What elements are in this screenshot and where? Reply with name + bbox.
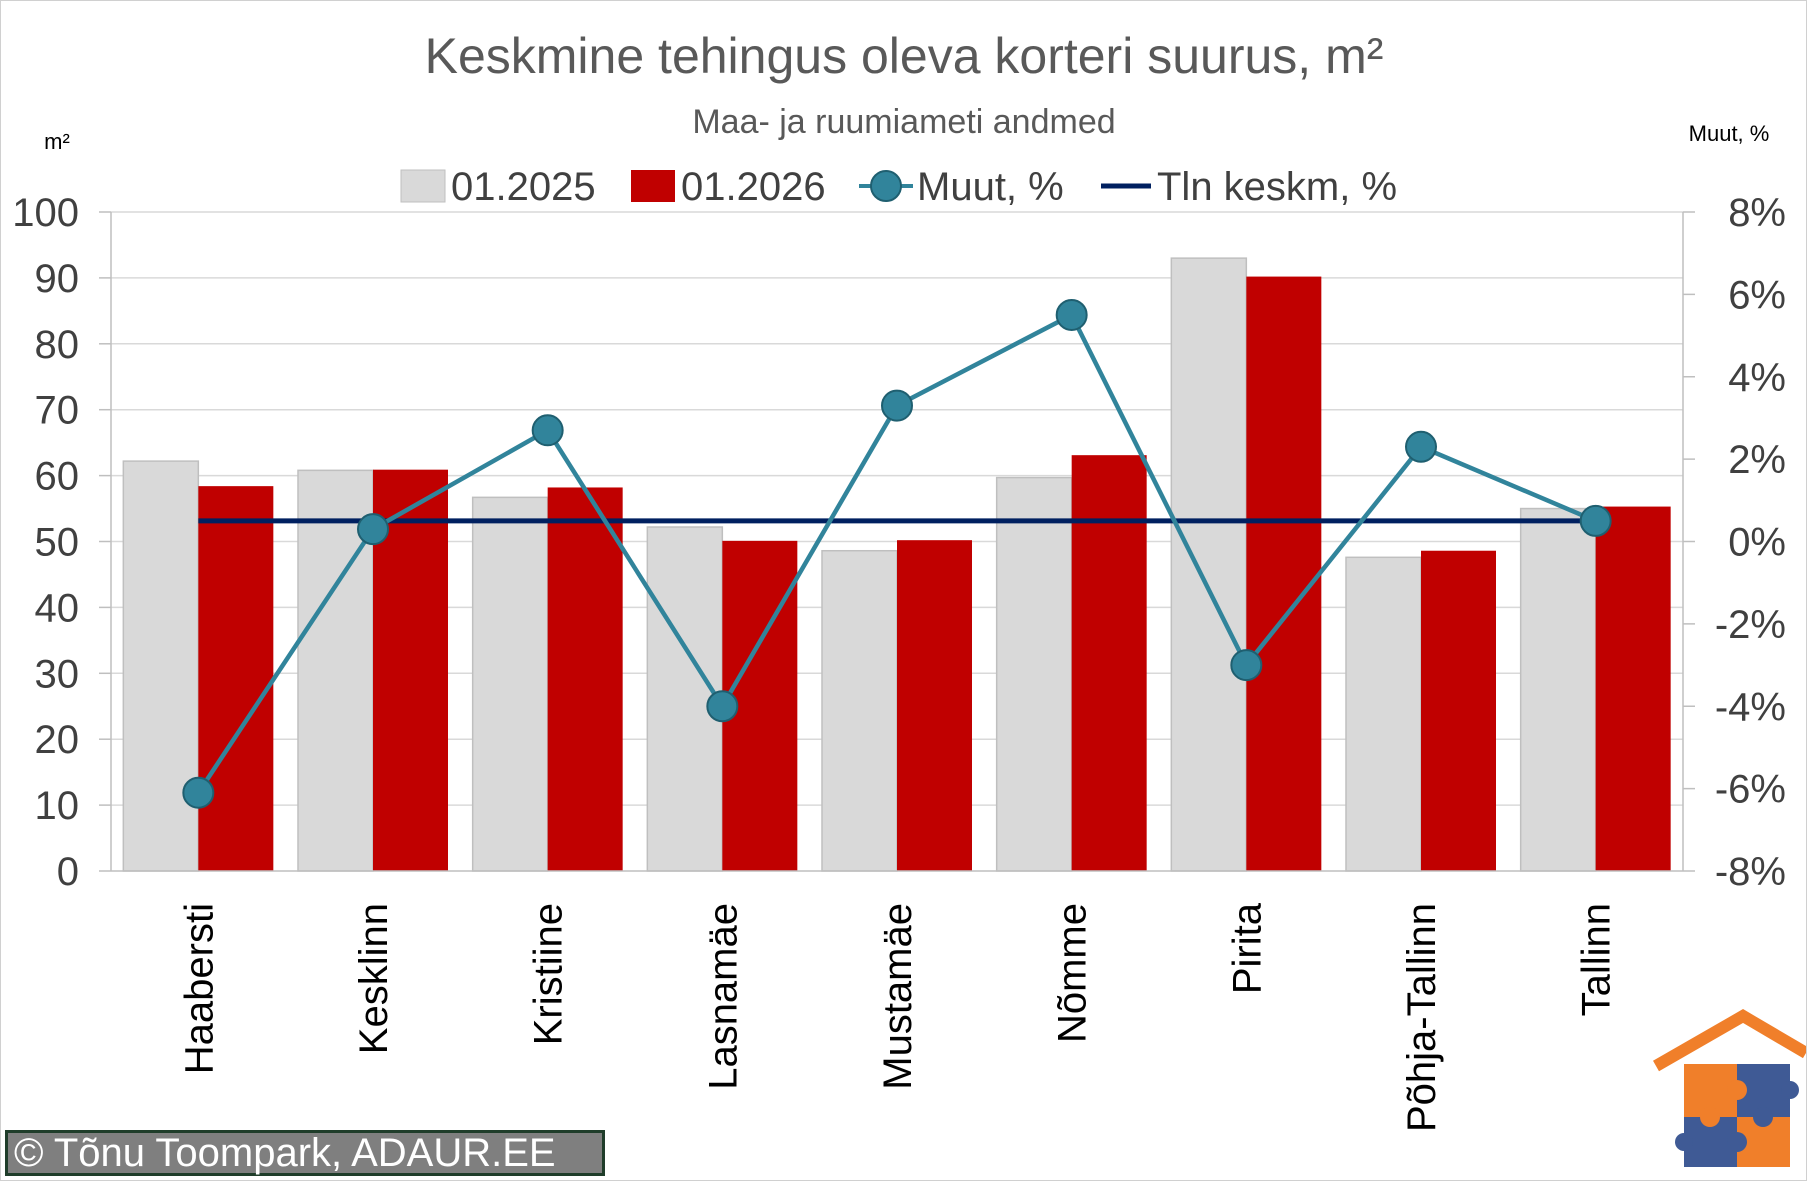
bar-01-2025-haabersti (122, 460, 200, 872)
legend-swatch-muut-marker (870, 170, 902, 202)
right-axis-unit: Muut, % (1689, 121, 1770, 146)
logo-knob-1 (1727, 1080, 1747, 1100)
right-tick-label: 2% (1728, 438, 1786, 482)
bar-01-2026-n-mme (1071, 455, 1147, 871)
right-tick-labels: -8% -6% -4% -2% 0% 2% 4% 6% 8% (1715, 191, 1786, 894)
point-muut-kesklinn (357, 513, 389, 546)
category-label-lasnam-e: Lasnamäe (701, 903, 745, 1090)
point-muut-p-hja-tallinn (1405, 430, 1437, 463)
bar-01-2026-kristiine (547, 487, 623, 871)
legend-swatch-01-2025 (400, 169, 446, 203)
bar-01-2025-pirita (1170, 257, 1248, 872)
category-label-pirita: Pirita (1225, 902, 1269, 994)
bar-01-2026-p-hja-tallinn (1421, 550, 1496, 871)
point-muut-n-mme (1055, 298, 1088, 331)
legend-label-muut: Muut, % (917, 165, 1064, 209)
category-labels: Haabersti Kesklinn Kristiine Lasnamäe Mustam… (177, 902, 1618, 1132)
credit-label: © Tõnu Toompark, ADAUR.EE (5, 1130, 605, 1176)
legend-label-01-2025: 01.2025 (451, 165, 596, 209)
category-label-haabersti: Haabersti (177, 903, 221, 1074)
left-tick-label: 100 (12, 191, 79, 235)
point-muut-kristiine (531, 414, 564, 447)
left-tick-label: 50 (35, 521, 80, 565)
logo-knob-4 (1727, 1132, 1747, 1152)
bars (122, 257, 1671, 872)
left-tick-label: 0 (57, 850, 79, 894)
right-tick-label: 6% (1728, 273, 1786, 317)
left-tick-label: 40 (35, 586, 80, 630)
logo-knob-3 (1700, 1107, 1720, 1127)
bar-01-2026-tallinn (1595, 506, 1671, 871)
left-tick-label: 20 (35, 718, 80, 762)
bar-01-2026-haabersti (198, 486, 274, 871)
logo-roof (1653, 1009, 1806, 1072)
legend-label-tln-keskm: Tln keskm, % (1157, 165, 1397, 209)
bar-01-2026-mustam-e (897, 540, 972, 871)
axes (99, 211, 1695, 872)
category-label-n-mme: Nõmme (1051, 903, 1095, 1043)
bar-01-2025-p-hja-tallinn (1345, 556, 1422, 872)
bar-01-2025-kristiine (471, 496, 549, 872)
puzzle-house-logo (1653, 1009, 1806, 1167)
left-tick-label: 90 (35, 257, 80, 301)
left-tick-label: 30 (35, 652, 80, 696)
right-tick-label: 4% (1728, 356, 1786, 400)
category-label-kristiine: Kristiine (527, 903, 571, 1045)
bar-01-2025-tallinn (1519, 507, 1597, 872)
right-tick-label: 8% (1728, 191, 1786, 235)
logo-knob-2 (1753, 1107, 1773, 1127)
legend-label-01-2026: 01.2026 (681, 165, 826, 209)
left-tick-label: 60 (35, 455, 80, 499)
point-muut-lasnam-e (706, 690, 739, 723)
category-label-tallinn: Tallinn (1575, 903, 1619, 1016)
category-label-p-hja-tallinn: Põhja-Tallinn (1400, 903, 1444, 1132)
bar-01-2026-pirita (1246, 276, 1322, 871)
point-muut-mustam-e (881, 389, 913, 422)
left-tick-label: 80 (35, 323, 80, 367)
left-tick-labels: 0 10 20 30 40 50 60 70 80 90 100 (12, 191, 79, 894)
right-tick-label: -2% (1715, 603, 1786, 647)
left-tick-label: 70 (35, 389, 80, 433)
point-muut-haabersti (182, 776, 215, 809)
bar-01-2025-mustam-e (821, 549, 898, 872)
logo-knob-6 (1675, 1133, 1693, 1151)
right-tick-label: -4% (1715, 685, 1786, 729)
point-muut-pirita (1230, 649, 1263, 682)
bar-01-2025-n-mme (995, 476, 1073, 872)
point-muut-tallinn (1579, 504, 1612, 537)
left-tick-label: 10 (35, 784, 80, 828)
right-tick-label: 0% (1728, 521, 1786, 565)
chart-subtitle: Maa- ja ruumiameti andmed (692, 103, 1115, 141)
right-tick-label: -8% (1715, 850, 1786, 894)
category-label-mustam-e: Mustamäe (876, 903, 920, 1090)
category-label-kesklinn: Kesklinn (352, 903, 396, 1054)
logo-knob-5 (1781, 1081, 1799, 1099)
legend: 01.2025 01.2026 Muut, % Tln keskm, % (400, 165, 1397, 209)
right-tick-label: -6% (1715, 768, 1786, 812)
legend-swatch-01-2026 (631, 170, 675, 202)
left-axis-unit: m² (44, 129, 70, 154)
change-line (182, 298, 1612, 809)
chart-title: Keskmine tehingus oleva korteri suurus, … (425, 28, 1384, 84)
